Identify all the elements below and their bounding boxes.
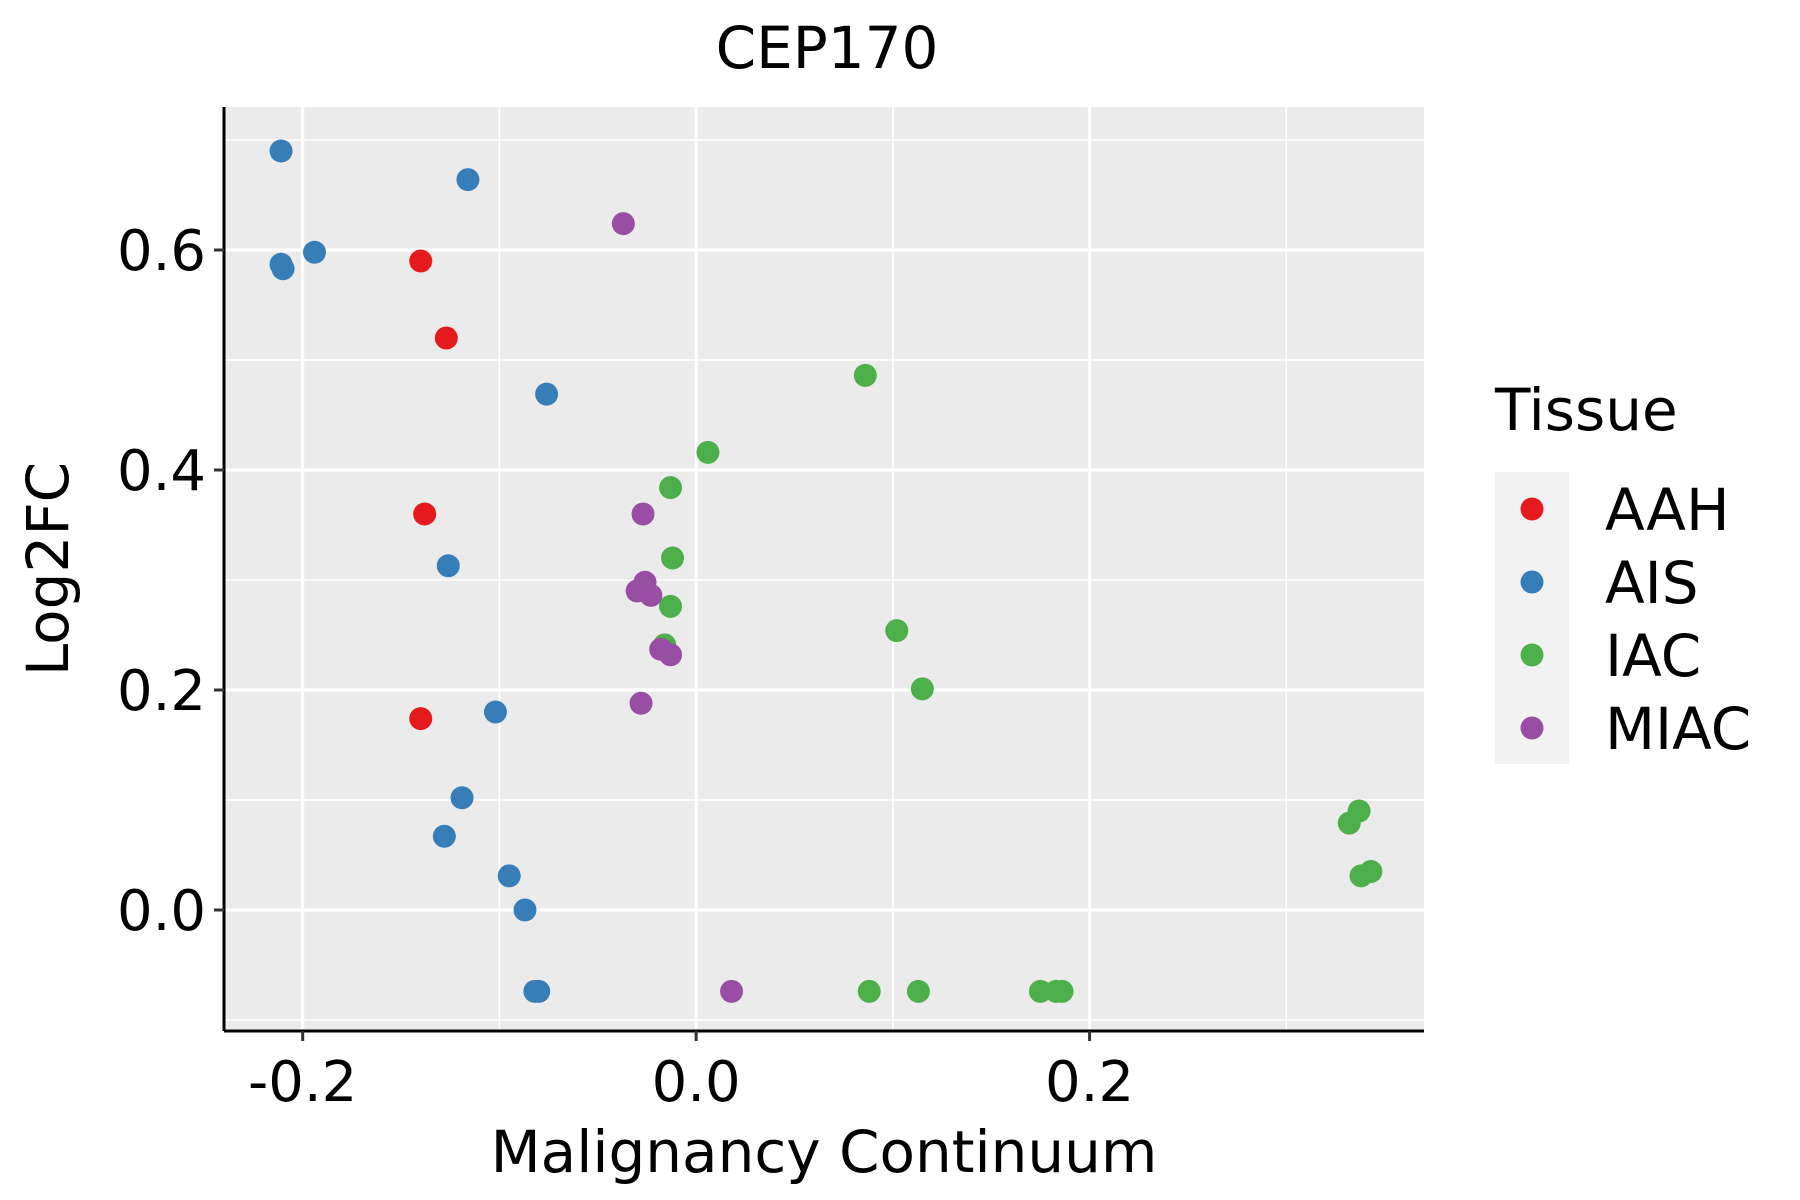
legend-key-aah <box>1520 497 1544 521</box>
point-aah <box>413 502 437 526</box>
point-ais <box>483 700 507 724</box>
minor-gridlines <box>224 107 1424 1031</box>
point-iac <box>659 476 683 500</box>
point-ais <box>456 168 480 192</box>
point-miac <box>720 979 744 1003</box>
point-iac <box>885 619 909 643</box>
x-axis-title: Malignancy Continuum <box>491 1118 1158 1186</box>
y-tick-label: 0.0 <box>117 879 206 944</box>
chart-title: CEP170 <box>716 14 939 82</box>
y-axis-title: Log2FC <box>14 462 82 676</box>
legend-key-miac <box>1520 716 1544 740</box>
point-ais <box>436 554 460 578</box>
plot-panel <box>224 107 1424 1031</box>
legend-label-aah: AAH <box>1605 476 1730 544</box>
point-miac <box>659 643 683 667</box>
point-ais <box>513 898 537 922</box>
point-ais <box>302 240 326 264</box>
point-iac <box>1337 811 1361 835</box>
point-iac <box>906 979 930 1003</box>
major-gridlines <box>224 107 1424 1031</box>
y-tick-label: 0.2 <box>117 659 206 724</box>
point-miac <box>629 691 653 715</box>
point-ais <box>450 786 474 810</box>
legend-key-ais <box>1520 570 1544 594</box>
point-iac <box>661 546 685 570</box>
point-iac <box>696 440 720 464</box>
point-iac <box>857 979 881 1003</box>
point-aah <box>434 326 458 350</box>
point-ais <box>535 382 559 406</box>
point-miac <box>639 583 663 607</box>
y-tick-label: 0.6 <box>117 219 206 284</box>
legend-label-ais: AIS <box>1605 549 1699 617</box>
legend-key-iac <box>1520 643 1544 667</box>
point-aah <box>409 249 433 273</box>
point-ais <box>497 864 521 888</box>
point-ais <box>269 139 293 163</box>
point-iac <box>910 677 934 701</box>
x-axis-ticks: -0.2 0.0 0.2 <box>248 1031 1134 1115</box>
legend-label-iac: IAC <box>1605 622 1701 690</box>
point-ais <box>271 257 295 281</box>
point-iac <box>1349 864 1373 888</box>
point-aah <box>409 707 433 731</box>
x-tick-label: -0.2 <box>248 1050 357 1115</box>
legend-title: Tissue <box>1494 376 1678 444</box>
point-miac <box>631 502 655 526</box>
point-ais <box>432 824 456 848</box>
legend-label-miac: MIAC <box>1605 695 1751 763</box>
point-iac <box>1028 979 1052 1003</box>
y-tick-label: 0.4 <box>117 439 206 504</box>
legend-key-background <box>1495 472 1569 764</box>
x-tick-label: 0.0 <box>652 1050 741 1115</box>
y-axis-ticks: 0.0 0.2 0.4 0.6 <box>117 219 224 944</box>
point-iac <box>853 363 877 387</box>
data-points <box>269 139 1383 1003</box>
point-miac <box>611 212 635 236</box>
point-iac <box>1050 979 1074 1003</box>
point-iac <box>659 594 683 618</box>
x-tick-label: 0.2 <box>1045 1050 1134 1115</box>
point-ais <box>527 979 551 1003</box>
